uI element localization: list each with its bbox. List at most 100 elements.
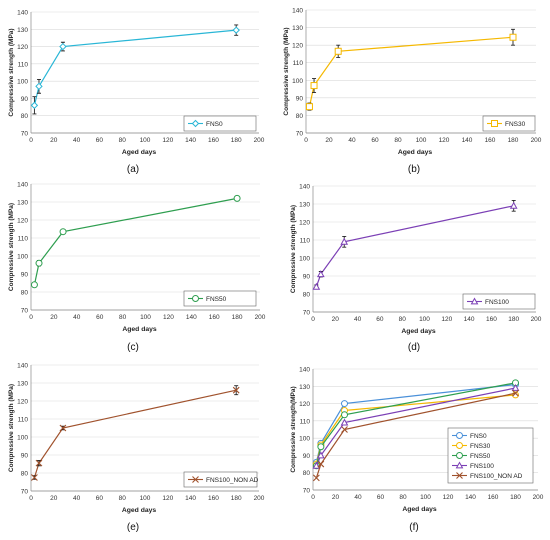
series-line [315,205,514,288]
x-tick-label: 180 [508,137,519,144]
x-tick-label: 160 [208,137,219,144]
series-fns100 [312,199,518,290]
panel-caption: (a) [127,164,139,175]
legend-label: FNS0 [470,433,487,440]
x-tick-label: 140 [185,495,196,502]
y-tick-label: 100 [17,79,28,86]
legend-label: FNS100 [470,463,494,470]
y-tick-label: 130 [292,25,303,32]
data-point [317,460,325,468]
y-tick-label: 100 [299,436,310,443]
x-tick-label: 200 [254,495,265,502]
legend-marker [456,472,463,479]
x-tick-label: 0 [304,137,308,144]
data-point [512,389,519,397]
legend-marker [456,452,463,459]
x-axis-label: Aged days [122,326,157,333]
x-tick-label: 20 [50,137,58,144]
y-tick-label: 70 [303,488,311,495]
x-tick-label: 200 [531,316,542,323]
data-point [509,33,517,41]
chart-panel-4: 70 80 90 100 110 120 130 140 0 20 40 60 80 100 120 140 1… [290,184,542,354]
x-tick-label: 20 [325,137,333,144]
y-tick-label: 90 [303,274,311,281]
data-point [35,82,43,91]
series-fns100-non-ad [312,389,519,482]
panel-caption: (e) [127,522,139,533]
legend-marker [456,432,463,439]
legend-box [482,115,536,132]
x-tick-label: 40 [73,137,81,144]
y-tick-label: 70 [303,310,311,317]
legend-label: FNS30 [470,443,491,450]
x-tick-label: 60 [96,314,104,321]
data-point [30,281,38,289]
legend-box [183,115,257,132]
x-tick-label: 120 [163,314,174,321]
y-tick-label: 110 [18,61,29,68]
x-tick-label: 40 [73,314,81,321]
x-tick-label: 200 [254,137,265,144]
y-tick-label: 140 [17,10,28,17]
x-tick-label: 0 [29,314,33,321]
x-tick-label: 100 [419,316,430,323]
y-tick-label: 110 [18,417,29,424]
x-tick-label: 120 [441,316,452,323]
x-tick-label: 60 [376,316,384,323]
data-point [509,201,518,209]
y-tick-label: 110 [300,238,311,245]
x-tick-label: 80 [119,495,127,502]
y-tick-label: 110 [18,236,29,243]
x-tick-label: 80 [119,137,127,144]
x-tick-label: 80 [399,316,407,323]
x-tick-label: 40 [354,316,362,323]
x-tick-label: 160 [209,314,220,321]
y-tick-label: 100 [299,256,310,263]
x-tick-label: 200 [531,137,542,144]
y-tick-label: 130 [299,202,310,209]
legend: FNS30 [482,115,536,132]
legend-label: FNS50 [206,296,227,303]
data-point [312,282,321,290]
legend-label: FNS100_NON AD [206,477,259,484]
data-point [305,103,313,111]
data-point [341,426,348,433]
y-tick-label: 100 [17,435,28,442]
legend-label: FNS100 [485,299,509,306]
data-point [316,270,325,278]
y-tick-label: 80 [21,290,29,297]
y-tick-label: 140 [17,363,28,370]
x-axis-label: Aged days [398,149,433,156]
panel-caption: (f) [409,522,418,533]
series-fns0 [30,24,240,115]
y-tick-label: 120 [299,401,310,408]
x-tick-label: 200 [533,494,544,501]
x-tick-label: 180 [231,495,242,502]
series-fns30 [305,28,517,111]
y-axis-label: Compressive strength (MPa) [8,384,15,472]
x-tick-label: 0 [29,495,33,502]
data-point [310,82,318,90]
data-point [35,259,43,267]
x-tick-label: 180 [231,137,242,144]
data-point [31,474,38,481]
chart-panel-3: 70 80 90 100 110 120 130 140 0 20 40 60 80 100 120 140 1… [8,182,266,354]
x-tick-label: 140 [462,137,473,144]
x-tick-label: 0 [311,494,315,501]
legend-marker [491,120,498,127]
y-tick-label: 80 [296,113,304,120]
x-tick-label: 100 [416,137,427,144]
legend-box [462,293,536,310]
x-axis-label: Aged days [122,507,157,514]
series-fns50 [30,194,241,289]
y-axis-label: Compressive strength (MPa) [283,27,290,115]
data-point [312,474,320,482]
legend: FNS100 [462,293,536,310]
data-point [35,459,43,467]
x-tick-label: 140 [465,494,476,501]
x-tick-label: 40 [348,137,356,144]
legend-marker [192,295,199,302]
x-tick-label: 20 [332,316,340,323]
y-axis-label: Compressive strength (MPa) [8,203,15,291]
y-tick-label: 110 [300,418,311,425]
